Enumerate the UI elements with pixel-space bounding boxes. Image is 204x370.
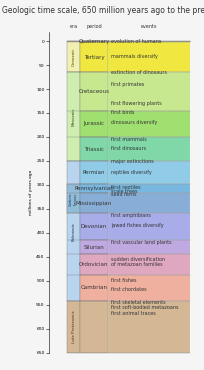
Bar	[80, 137, 108, 161]
Bar	[80, 184, 108, 194]
Bar	[80, 240, 108, 254]
Text: Cambrian: Cambrian	[80, 285, 107, 290]
Bar	[108, 161, 189, 184]
Bar	[108, 194, 189, 213]
Bar	[80, 275, 108, 301]
Text: first birds: first birds	[110, 111, 134, 115]
Text: Silurian: Silurian	[83, 245, 104, 250]
Bar	[80, 72, 108, 111]
Bar	[108, 137, 189, 161]
Text: Late Proterozoic: Late Proterozoic	[71, 310, 75, 343]
Bar	[108, 301, 189, 353]
Bar	[108, 213, 189, 240]
Text: events: events	[140, 24, 156, 29]
Text: Cretaceous: Cretaceous	[78, 89, 109, 94]
Bar	[80, 42, 108, 72]
Text: mammals diversify: mammals diversify	[110, 54, 157, 60]
Bar	[108, 42, 189, 72]
Text: Jurassic: Jurassic	[83, 121, 104, 127]
Bar	[67, 184, 80, 213]
Text: Tertiary: Tertiary	[83, 55, 104, 60]
Text: of metazoan families: of metazoan families	[110, 262, 162, 268]
Text: Ordovician: Ordovician	[79, 262, 108, 267]
Text: Pennsylvanian: Pennsylvanian	[74, 186, 113, 191]
Bar	[80, 301, 108, 353]
Text: first skeletal elements: first skeletal elements	[110, 300, 165, 305]
Text: major extinctions: major extinctions	[110, 159, 153, 164]
Bar	[80, 111, 108, 137]
Text: Permian: Permian	[82, 170, 105, 175]
Text: Mississippian: Mississippian	[75, 201, 112, 206]
Text: period: period	[86, 24, 101, 29]
Y-axis label: millions of years ago: millions of years ago	[29, 169, 33, 215]
Text: first amphibians: first amphibians	[110, 213, 150, 218]
Bar	[67, 72, 80, 161]
Bar	[80, 161, 108, 184]
Bar	[67, 41, 80, 72]
Text: Triassic: Triassic	[84, 147, 103, 152]
Text: first flowering plants: first flowering plants	[110, 101, 161, 106]
Bar	[108, 275, 189, 301]
Text: first fishes: first fishes	[110, 278, 136, 283]
Text: scale trees: scale trees	[110, 189, 137, 194]
Text: first primates: first primates	[110, 82, 143, 87]
Text: Quaternary: Quaternary	[78, 39, 109, 44]
Text: extinction of dinosaurs: extinction of dinosaurs	[110, 70, 166, 75]
Bar	[108, 254, 189, 275]
Text: sudden diversification: sudden diversification	[110, 256, 164, 262]
Text: first mammals: first mammals	[110, 137, 146, 142]
Text: first vascular land plants: first vascular land plants	[110, 240, 171, 245]
Text: evolution of humans: evolution of humans	[110, 39, 161, 44]
Text: first soft-bodied metazoans: first soft-bodied metazoans	[110, 306, 177, 310]
Text: reptiles diversify: reptiles diversify	[110, 170, 151, 175]
Text: Devonian: Devonian	[80, 224, 106, 229]
Bar	[80, 41, 108, 42]
Text: Carbon-
iferous: Carbon- iferous	[69, 192, 78, 206]
Bar	[108, 240, 189, 254]
Bar	[80, 254, 108, 275]
Bar	[80, 194, 108, 213]
Bar	[108, 111, 189, 137]
Text: jawed fishes diversify: jawed fishes diversify	[110, 223, 163, 228]
Bar	[67, 161, 80, 301]
Bar	[108, 72, 189, 111]
Bar	[108, 41, 189, 42]
Bar	[108, 184, 189, 194]
Text: dinosaurs diversify: dinosaurs diversify	[110, 120, 156, 125]
Bar	[80, 213, 108, 240]
Text: era: era	[69, 24, 77, 29]
Bar	[67, 301, 80, 353]
Text: first dinosaurs: first dinosaurs	[110, 147, 145, 151]
Text: seed ferns: seed ferns	[110, 192, 136, 197]
Text: Cenozoic: Cenozoic	[71, 47, 75, 66]
Text: Geologic time scale, 650 million years ago to the present: Geologic time scale, 650 million years a…	[2, 6, 204, 14]
Text: Mesozoic: Mesozoic	[71, 108, 75, 126]
Text: first chordates: first chordates	[110, 287, 146, 292]
Text: first reptiles: first reptiles	[110, 185, 140, 190]
Text: first animal traces: first animal traces	[110, 311, 155, 316]
Text: Paleozoic: Paleozoic	[71, 222, 75, 240]
